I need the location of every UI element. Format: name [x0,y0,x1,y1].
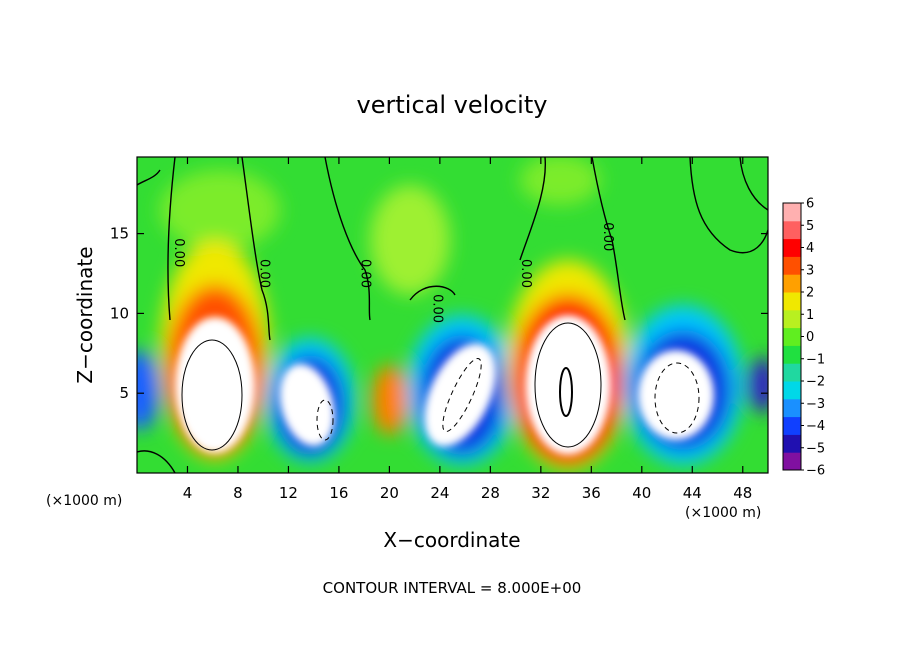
colorbar-tick-label: −6 [806,464,825,479]
colorbar-tick-label: −3 [806,397,825,412]
colorbar-segment [783,452,801,471]
x-tick-label: 28 [481,484,500,502]
x-tick-label: 36 [582,484,601,502]
colorbar-segment [783,434,801,453]
colorbar-tick-label: 6 [806,197,814,212]
colorbar-segment [783,274,801,293]
x-unit-label-left: (×1000 m) [46,493,122,509]
colorbar-segment [783,327,801,346]
x-tick-label: 48 [733,484,752,502]
contour-core-lines [181,322,700,451]
contour-label: 0.00 [430,294,445,323]
colorbar-segment [783,416,801,435]
contour-label: 0.00 [257,259,272,288]
colorbar-tick-label: 4 [806,241,814,256]
x-tick-label: 20 [380,484,399,502]
contour-label: 0.00 [171,238,186,267]
colorbar-tick-label: −2 [806,375,825,390]
colorbar-segment [783,203,801,222]
colorbar-segment [783,292,801,311]
colorbar-tick-label: 2 [806,286,814,301]
colorbar-tick-label: −4 [806,419,825,434]
colorbar-tick-label: −5 [806,441,825,456]
contour-label: 0.00 [358,259,373,288]
x-unit-label-right: (×1000 m) [685,505,761,521]
x-axis-label: X−coordinate [383,528,520,552]
y-axis: 5 10 15 [110,225,768,402]
x-tick-label: 8 [233,484,243,502]
colorbar: 6 5 4 3 2 1 0 −1 −2 −3 −4 −5 −6 [782,197,825,479]
colorbar-tick-label: 1 [806,308,814,323]
y-tick-label: 5 [119,384,129,402]
y-axis-label: Z−coordinate [73,246,97,383]
contour-label: 0.00 [600,222,615,251]
x-axis: 4 8 12 16 20 24 28 32 36 40 44 48 [183,157,752,502]
contour-lines [137,157,768,473]
colorbar-segment [783,309,801,329]
colorbar-segment [783,363,801,382]
y-tick-label: 15 [110,225,129,243]
colorbar-segment [783,238,801,257]
colorbar-tick-label: −1 [806,352,825,367]
x-tick-label: 4 [183,484,193,502]
colorbar-tick-label: 5 [806,219,814,234]
contour-label: 0.00 [518,259,533,288]
x-tick-label: 16 [329,484,348,502]
plot-frame [136,156,769,474]
colorbar-segment [783,345,801,364]
colorbar-segment [783,398,801,418]
x-tick-label: 32 [531,484,550,502]
x-tick-label: 12 [279,484,298,502]
x-tick-label: 24 [430,484,449,502]
chart-title: vertical velocity [357,91,548,119]
contour-labels: 0.00 0.00 0.00 0.00 0.00 0.00 [171,222,615,323]
colorbar-segment [783,381,801,400]
x-tick-label: 40 [632,484,651,502]
colorbar-tick-label: 3 [806,263,814,278]
x-tick-label: 44 [683,484,702,502]
colorbar-segment [783,256,801,275]
plot-area: 0.00 0.00 0.00 0.00 0.00 0.00 [137,157,768,473]
y-tick-label: 10 [110,304,129,322]
contour-interval-note: CONTOUR INTERVAL = 8.000E+00 [323,579,582,597]
colorbar-segment [783,220,801,240]
colorbar-tick-label: 0 [806,330,814,345]
